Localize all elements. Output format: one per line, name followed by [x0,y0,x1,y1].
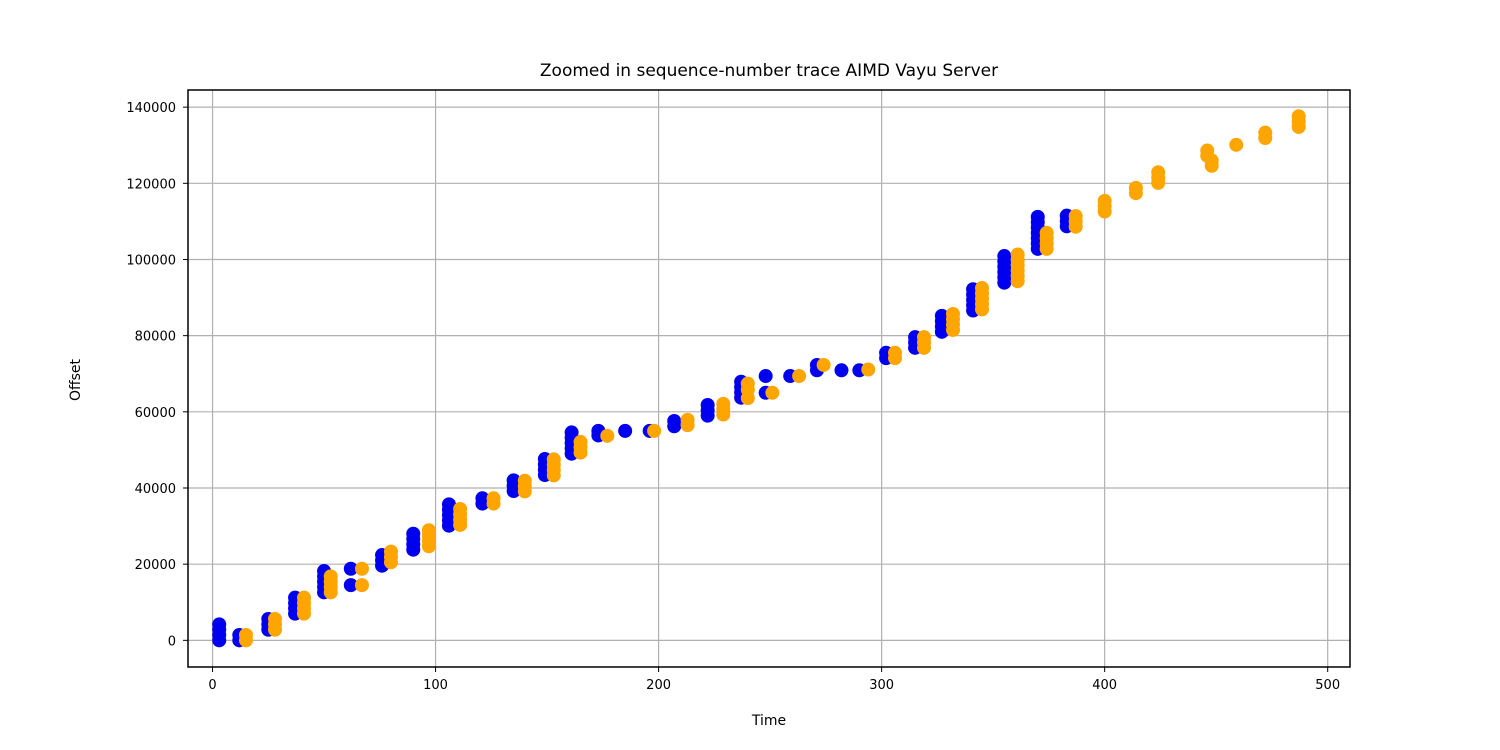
data-point [834,363,849,378]
data-points [212,109,1306,648]
x-tick-label: 100 [423,678,448,693]
data-point [667,413,682,428]
y-tick-label: 100000 [126,253,176,268]
data-point [946,306,961,321]
data-point [323,569,338,584]
data-point [1097,193,1112,208]
data-point [1068,209,1083,224]
data-point [453,501,468,516]
data-point [475,491,490,506]
x-tick-label: 0 [208,678,216,693]
y-axis-ticks: 0 20000 40000 60000 80000 100000 120000 140000 [126,101,188,649]
data-point [1204,153,1219,168]
series-2 [238,109,1306,648]
data-point [618,423,633,438]
x-axis-ticks: 0 100 200 300 400 500 [208,667,1340,693]
data-point [517,473,532,488]
data-point [997,249,1012,264]
data-point [680,412,695,427]
data-point [421,523,436,538]
data-point [888,345,903,360]
data-point [486,491,501,506]
data-point [600,428,615,443]
data-point [212,617,227,632]
y-tick-label: 40000 [135,482,176,497]
data-point [647,423,662,438]
x-axis-title: Time [751,713,786,729]
y-axis-title: Offset [68,358,84,401]
data-point [1258,125,1273,140]
data-point [1039,225,1054,240]
plot-frame [187,89,1351,668]
data-point [1151,165,1166,180]
x-tick-label: 300 [869,678,894,693]
data-point [267,612,282,627]
data-point [934,308,949,323]
data-point [564,425,579,440]
data-point [506,473,521,488]
data-point [343,578,358,593]
data-point [296,590,311,605]
data-point [1229,137,1244,152]
data-point [441,497,456,512]
data-point [343,561,358,576]
data-point [861,362,876,377]
data-point [573,434,588,449]
chart-title: Zoomed in sequence-number trace AIMD Vay… [540,61,998,81]
y-tick-label: 140000 [126,101,176,116]
data-point [354,561,369,576]
data-point [816,357,831,372]
data-point [758,369,773,384]
data-point [1030,209,1045,224]
y-tick-label: 60000 [135,406,176,421]
data-point [765,385,780,400]
data-point [917,330,932,345]
data-point [792,369,807,384]
data-point [354,578,369,593]
x-tick-label: 200 [646,678,671,693]
y-tick-label: 0 [168,634,176,649]
data-point [383,544,398,559]
data-point [1128,180,1143,195]
data-point [1010,247,1025,262]
data-point [716,396,731,411]
data-point [546,452,561,467]
x-tick-label: 400 [1092,678,1117,693]
data-point [1291,109,1306,124]
x-tick-label: 500 [1315,678,1340,693]
y-tick-label: 120000 [126,177,176,192]
data-point [974,281,989,296]
y-tick-label: 80000 [135,330,176,345]
data-point [700,397,715,412]
data-point [238,628,253,643]
y-tick-label: 20000 [135,558,176,573]
data-point [406,526,421,541]
data-point [740,376,755,391]
